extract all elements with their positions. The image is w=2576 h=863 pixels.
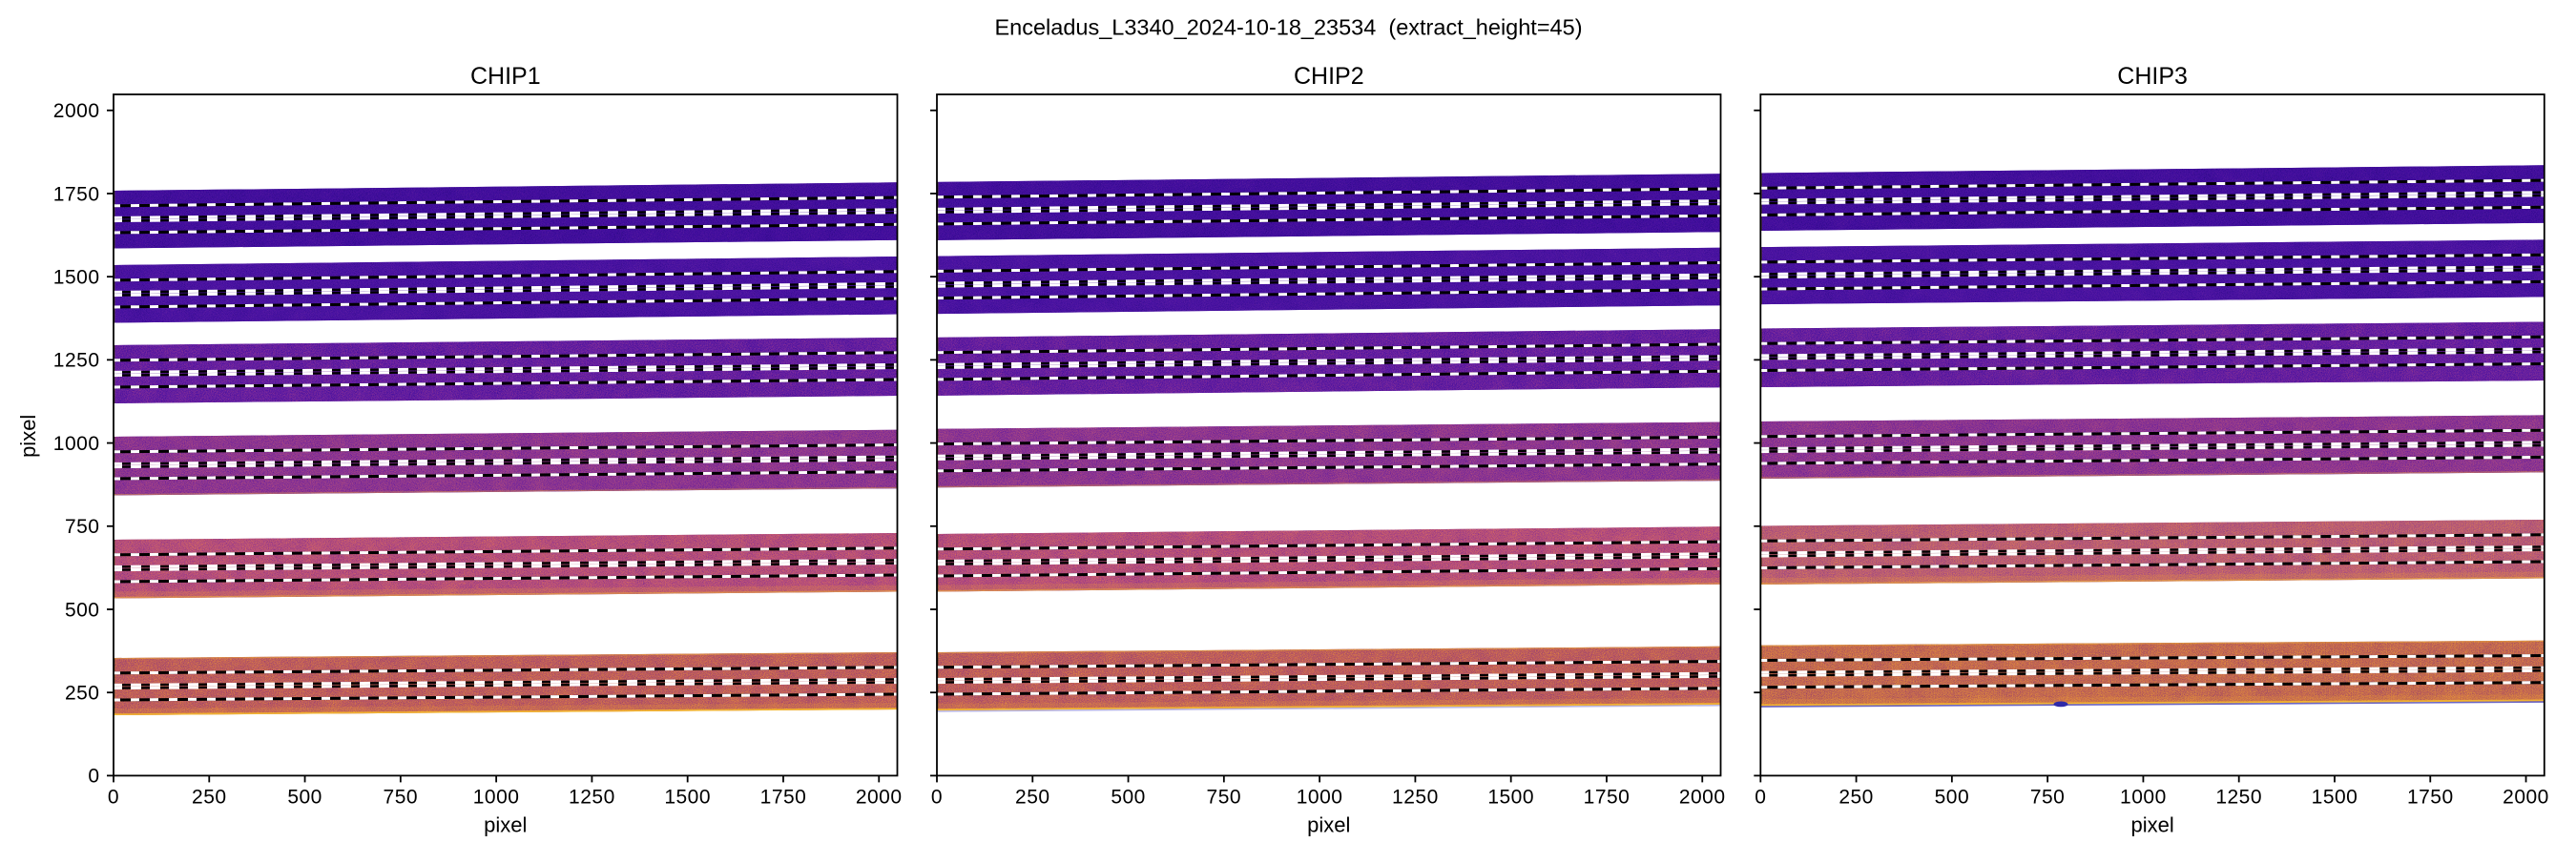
svg-text:0: 0 (108, 787, 119, 809)
svg-text:1500: 1500 (1487, 787, 1534, 809)
svg-text:1500: 1500 (2312, 787, 2358, 809)
svg-text:250: 250 (65, 683, 100, 705)
svg-text:pixel: pixel (16, 415, 40, 458)
svg-text:1500: 1500 (53, 267, 100, 289)
svg-text:750: 750 (2030, 787, 2066, 809)
svg-text:1250: 1250 (53, 350, 100, 372)
svg-text:1000: 1000 (473, 787, 520, 809)
svg-text:500: 500 (65, 599, 100, 621)
svg-text:0: 0 (88, 766, 99, 788)
svg-text:250: 250 (192, 787, 227, 809)
svg-text:1750: 1750 (2407, 787, 2454, 809)
svg-text:CHIP3: CHIP3 (2117, 63, 2188, 90)
svg-text:1250: 1250 (1392, 787, 1439, 809)
svg-text:1000: 1000 (53, 433, 100, 455)
svg-text:1750: 1750 (760, 787, 807, 809)
svg-text:1500: 1500 (664, 787, 711, 809)
svg-text:0: 0 (931, 787, 943, 809)
svg-text:1250: 1250 (2215, 787, 2262, 809)
svg-text:2000: 2000 (2503, 787, 2549, 809)
svg-text:750: 750 (65, 516, 100, 538)
svg-text:500: 500 (1111, 787, 1146, 809)
svg-text:pixel: pixel (1307, 813, 1350, 837)
svg-text:1000: 1000 (2120, 787, 2167, 809)
svg-text:1000: 1000 (1297, 787, 1343, 809)
svg-text:pixel: pixel (484, 813, 527, 837)
svg-text:1750: 1750 (1584, 787, 1631, 809)
svg-text:250: 250 (1015, 787, 1050, 809)
svg-text:0: 0 (1755, 787, 1766, 809)
svg-text:CHIP1: CHIP1 (470, 63, 541, 90)
svg-text:750: 750 (1207, 787, 1242, 809)
svg-text:750: 750 (384, 787, 419, 809)
svg-text:500: 500 (287, 787, 322, 809)
svg-text:1250: 1250 (569, 787, 615, 809)
svg-text:2000: 2000 (53, 100, 100, 122)
svg-text:250: 250 (1839, 787, 1874, 809)
svg-text:500: 500 (1935, 787, 1970, 809)
svg-text:Enceladus_L3340_2024-10-18_235: Enceladus_L3340_2024-10-18_23534 (extrac… (994, 14, 1582, 39)
svg-text:2000: 2000 (856, 787, 903, 809)
svg-text:2000: 2000 (1679, 787, 1726, 809)
svg-text:1750: 1750 (53, 183, 100, 205)
svg-text:CHIP2: CHIP2 (1294, 63, 1364, 90)
svg-text:pixel: pixel (2130, 813, 2173, 837)
